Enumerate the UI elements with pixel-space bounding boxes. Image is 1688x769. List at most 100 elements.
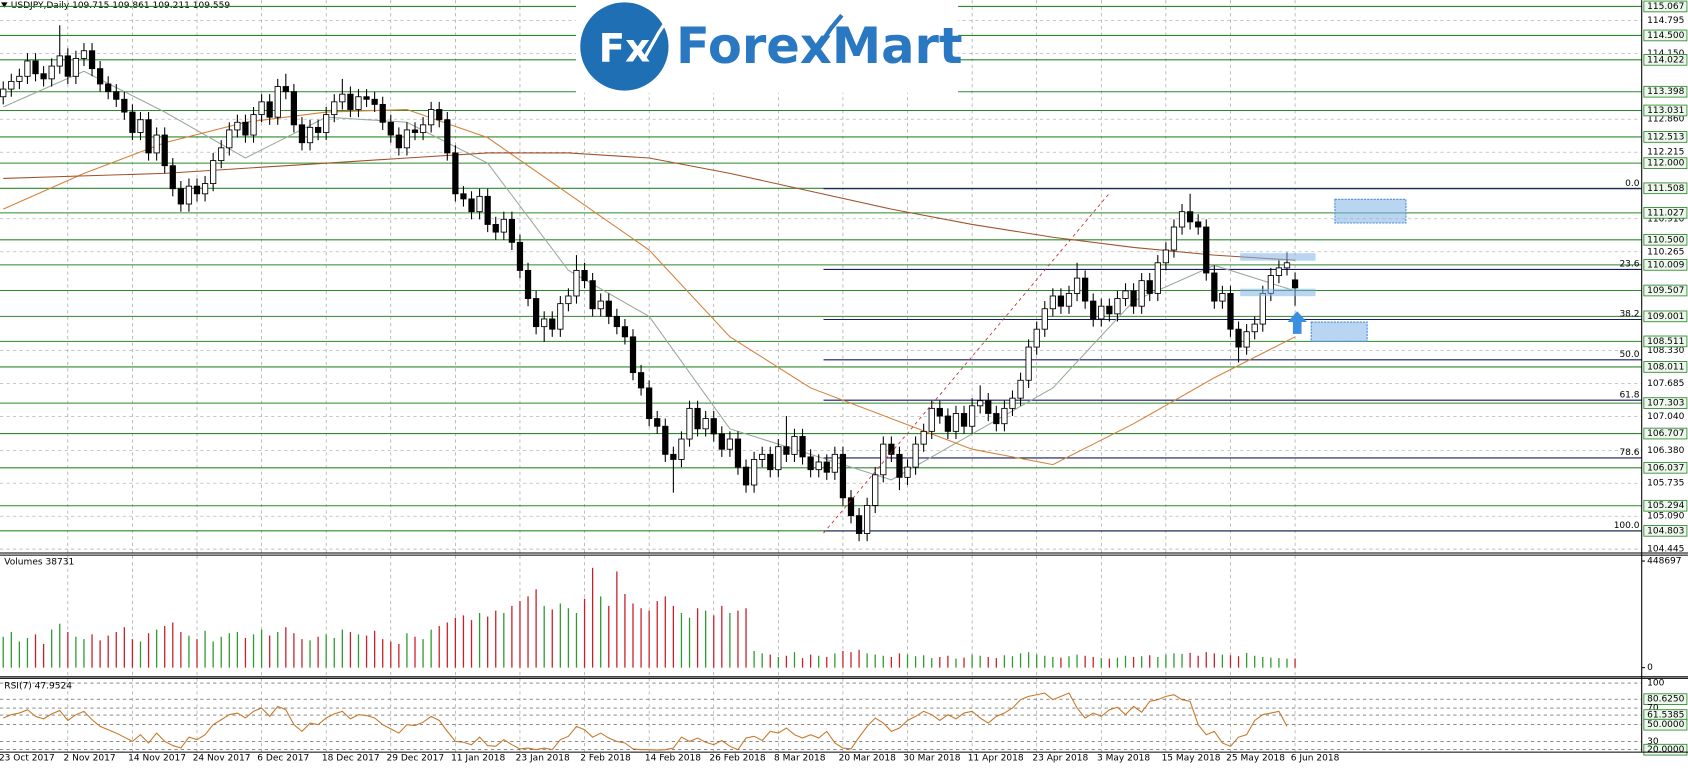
zone (1240, 288, 1316, 297)
candle-body (686, 407, 693, 440)
candle-body (1195, 221, 1202, 228)
candle-body (952, 413, 960, 432)
level-label: 107.303 (1647, 399, 1685, 409)
candle-body (282, 86, 289, 93)
level-label-box (1643, 361, 1688, 373)
level-label: 109.507 (1647, 286, 1684, 296)
zone (1310, 321, 1368, 342)
candle-body (605, 300, 612, 317)
candle-body (1009, 397, 1016, 409)
title-marker (1, 2, 8, 8)
candle-body (411, 129, 419, 133)
candle-body (565, 295, 572, 305)
candle-body (96, 68, 104, 85)
candle-body (524, 270, 532, 299)
candle-body (637, 372, 645, 389)
up-arrow (1287, 311, 1307, 334)
candles (0, 25, 1299, 542)
logo-circle (580, 2, 669, 91)
candle-body (864, 505, 871, 534)
candle-body (444, 119, 451, 154)
candle-body (436, 109, 443, 121)
candle-body (847, 497, 855, 517)
candle-body (654, 418, 661, 427)
level-label-box (1643, 525, 1688, 537)
candle-body (831, 453, 838, 473)
candle-body (258, 101, 265, 116)
level-label-box (1643, 259, 1688, 271)
level-label: 111.508 (1647, 184, 1685, 194)
level-label: 104.803 (1647, 526, 1685, 536)
candle-body (589, 280, 596, 310)
candle-body (880, 443, 887, 476)
panel-title: Volumes 38731 (4, 558, 74, 568)
candle-body (646, 387, 653, 420)
candle-body (549, 318, 556, 330)
y-tick-label: 61.5385 (1647, 711, 1684, 721)
level-label: 108.511 (1647, 337, 1684, 347)
candle-body (484, 195, 491, 225)
x-tick-label: 6 Jun 2018 (1291, 754, 1340, 764)
candle-body (993, 413, 1000, 425)
level-label-box (1643, 397, 1688, 409)
candle-body (468, 198, 475, 213)
candle-body (460, 193, 467, 200)
candle-body (742, 466, 750, 486)
level-label-box (1643, 718, 1688, 731)
candle-body (1130, 290, 1137, 307)
y-tick-label: 112.860 (1647, 115, 1685, 125)
candle-body (40, 73, 47, 80)
candle-body (1186, 211, 1194, 223)
level-label-box (1643, 85, 1688, 98)
overlays: Fx ForexMart (575, 0, 1407, 534)
x-tick-label: 23 Oct 2017 (0, 754, 55, 764)
candle-body (621, 326, 629, 338)
level-label: 114.022 (1647, 55, 1684, 65)
candle-body (145, 119, 152, 154)
candle-body (1178, 211, 1186, 228)
candle-body (629, 336, 637, 374)
candle-body (428, 109, 435, 126)
candle-body (306, 126, 314, 144)
x-tick-label: 2 Feb 2018 (580, 754, 631, 764)
candle-body (177, 188, 184, 205)
fib-label: 78.6 (1619, 448, 1639, 458)
level-label: 108.011 (1647, 362, 1684, 372)
candle-body (32, 60, 39, 75)
level-label: 112.000 (1647, 159, 1685, 169)
zone (1334, 198, 1407, 224)
candle-body (508, 218, 516, 243)
level-label: 106.037 (1647, 463, 1684, 473)
candle-body (1235, 328, 1242, 348)
logo-mark: Fx (599, 26, 650, 71)
level-label-box (1643, 461, 1688, 474)
candle-body (1275, 267, 1283, 276)
candle-body (80, 50, 88, 59)
candle-body (944, 415, 952, 432)
candle-body (532, 298, 540, 328)
y-tick-label: 448697 (1647, 557, 1681, 567)
candle-body (1041, 308, 1048, 330)
candle-body (298, 124, 306, 144)
candle-body (419, 124, 427, 133)
x-tick-label: 14 Nov 2017 (128, 754, 186, 764)
candle-body (290, 91, 298, 126)
trend-line (823, 193, 1110, 534)
candle-body (912, 443, 919, 468)
candle-body (363, 96, 370, 100)
logo-arrow (812, 13, 844, 56)
candle-body (274, 86, 281, 118)
candle-body (815, 461, 822, 471)
candle-body (48, 65, 55, 80)
candle-body (1162, 249, 1170, 264)
x-tick-label: 6 Dec 2017 (257, 754, 309, 764)
x-tick-label: 18 Dec 2017 (322, 754, 380, 764)
candle-body (1146, 280, 1153, 294)
y-tick-label: 30 (1647, 737, 1659, 747)
y-tick-label: 50.0000 (1647, 720, 1685, 730)
candle-body (928, 407, 935, 432)
level-label: 105.294 (1647, 501, 1685, 511)
candle-body (597, 300, 604, 310)
candle-body (387, 121, 394, 136)
